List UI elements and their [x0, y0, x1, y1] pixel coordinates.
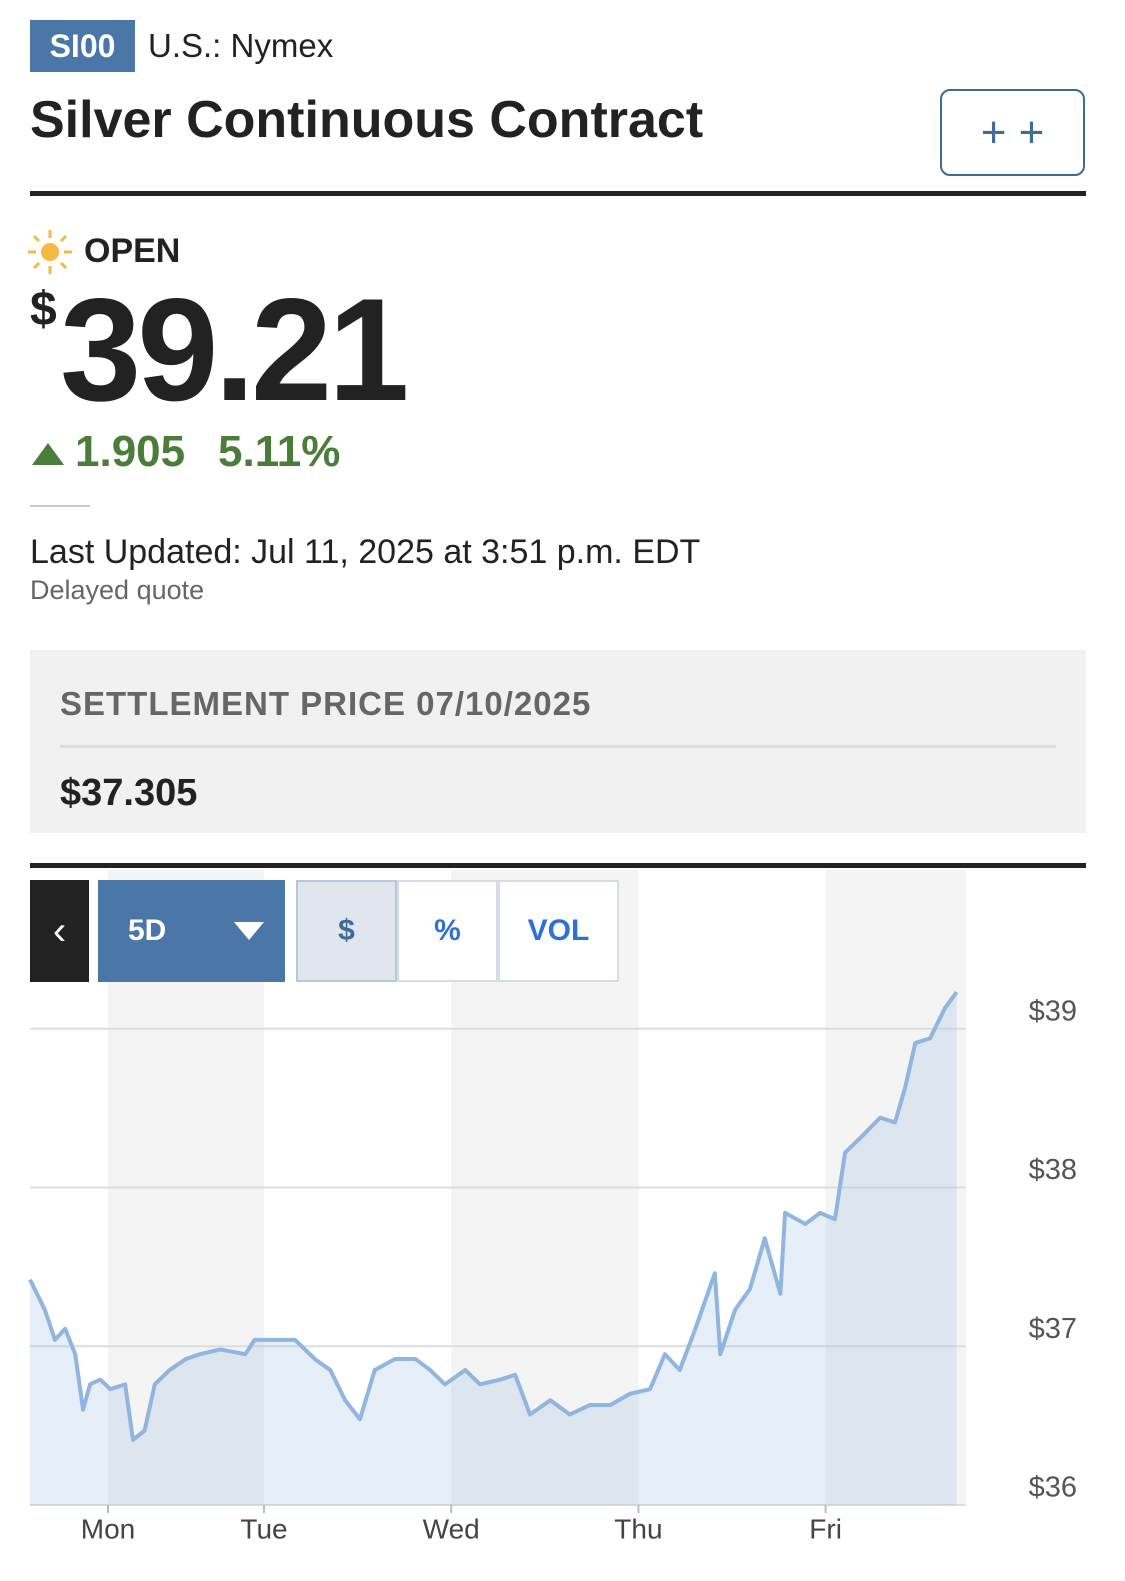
back-button[interactable]: ‹: [30, 880, 89, 982]
price: 39.21: [60, 268, 409, 431]
area: [30, 992, 957, 1505]
x-tick-label: Tue: [240, 1513, 287, 1544]
last-updated: Last Updated: Jul 11, 2025 at 3:51 p.m. …: [30, 533, 701, 571]
title: Silver Continuous Contract: [30, 91, 704, 149]
market-status: OPEN: [84, 232, 181, 270]
up-arrow: [32, 443, 64, 465]
change: 1.905: [75, 427, 186, 476]
ticker-badge: SI00: [30, 20, 135, 72]
rule: [30, 863, 1086, 868]
mode-button[interactable]: $: [296, 880, 397, 982]
y-tick-label: $37: [1029, 1313, 1077, 1345]
delay-note: Delayed quote: [30, 575, 205, 605]
x-tick-label: Fri: [809, 1513, 842, 1544]
settlement-box: [30, 650, 1086, 833]
mode-button[interactable]: VOL: [498, 880, 619, 982]
y-tick-label: $39: [1029, 995, 1077, 1027]
range-label: 5D: [128, 914, 167, 947]
range-select[interactable]: 5D: [98, 880, 285, 982]
watch-button[interactable]: + +: [940, 89, 1085, 176]
y-tick-label: $36: [1029, 1472, 1077, 1504]
rule: [30, 191, 1086, 196]
x-tick-label: Wed: [423, 1513, 480, 1544]
y-tick-label: $38: [1029, 1154, 1077, 1186]
change-percent: 5.11%: [218, 427, 341, 476]
divider: [60, 745, 1056, 748]
x-tick-label: Thu: [614, 1513, 662, 1544]
currency-symbol: $: [30, 283, 57, 336]
dropdown-arrow: [234, 922, 265, 940]
mode-button[interactable]: %: [397, 880, 498, 982]
sun-icon: [28, 230, 72, 274]
divider: [30, 505, 90, 507]
x-tick-label: Mon: [81, 1513, 135, 1544]
price-line: [28, 991, 959, 1442]
exchange: U.S.: Nymex: [148, 27, 334, 64]
settlement-label: SETTLEMENT PRICE 07/10/2025: [60, 685, 592, 722]
settlement-value: $37.305: [60, 772, 198, 814]
